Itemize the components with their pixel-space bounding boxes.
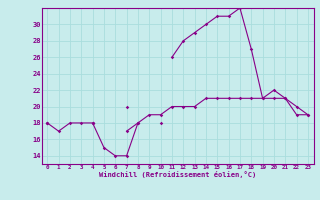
X-axis label: Windchill (Refroidissement éolien,°C): Windchill (Refroidissement éolien,°C) — [99, 171, 256, 178]
